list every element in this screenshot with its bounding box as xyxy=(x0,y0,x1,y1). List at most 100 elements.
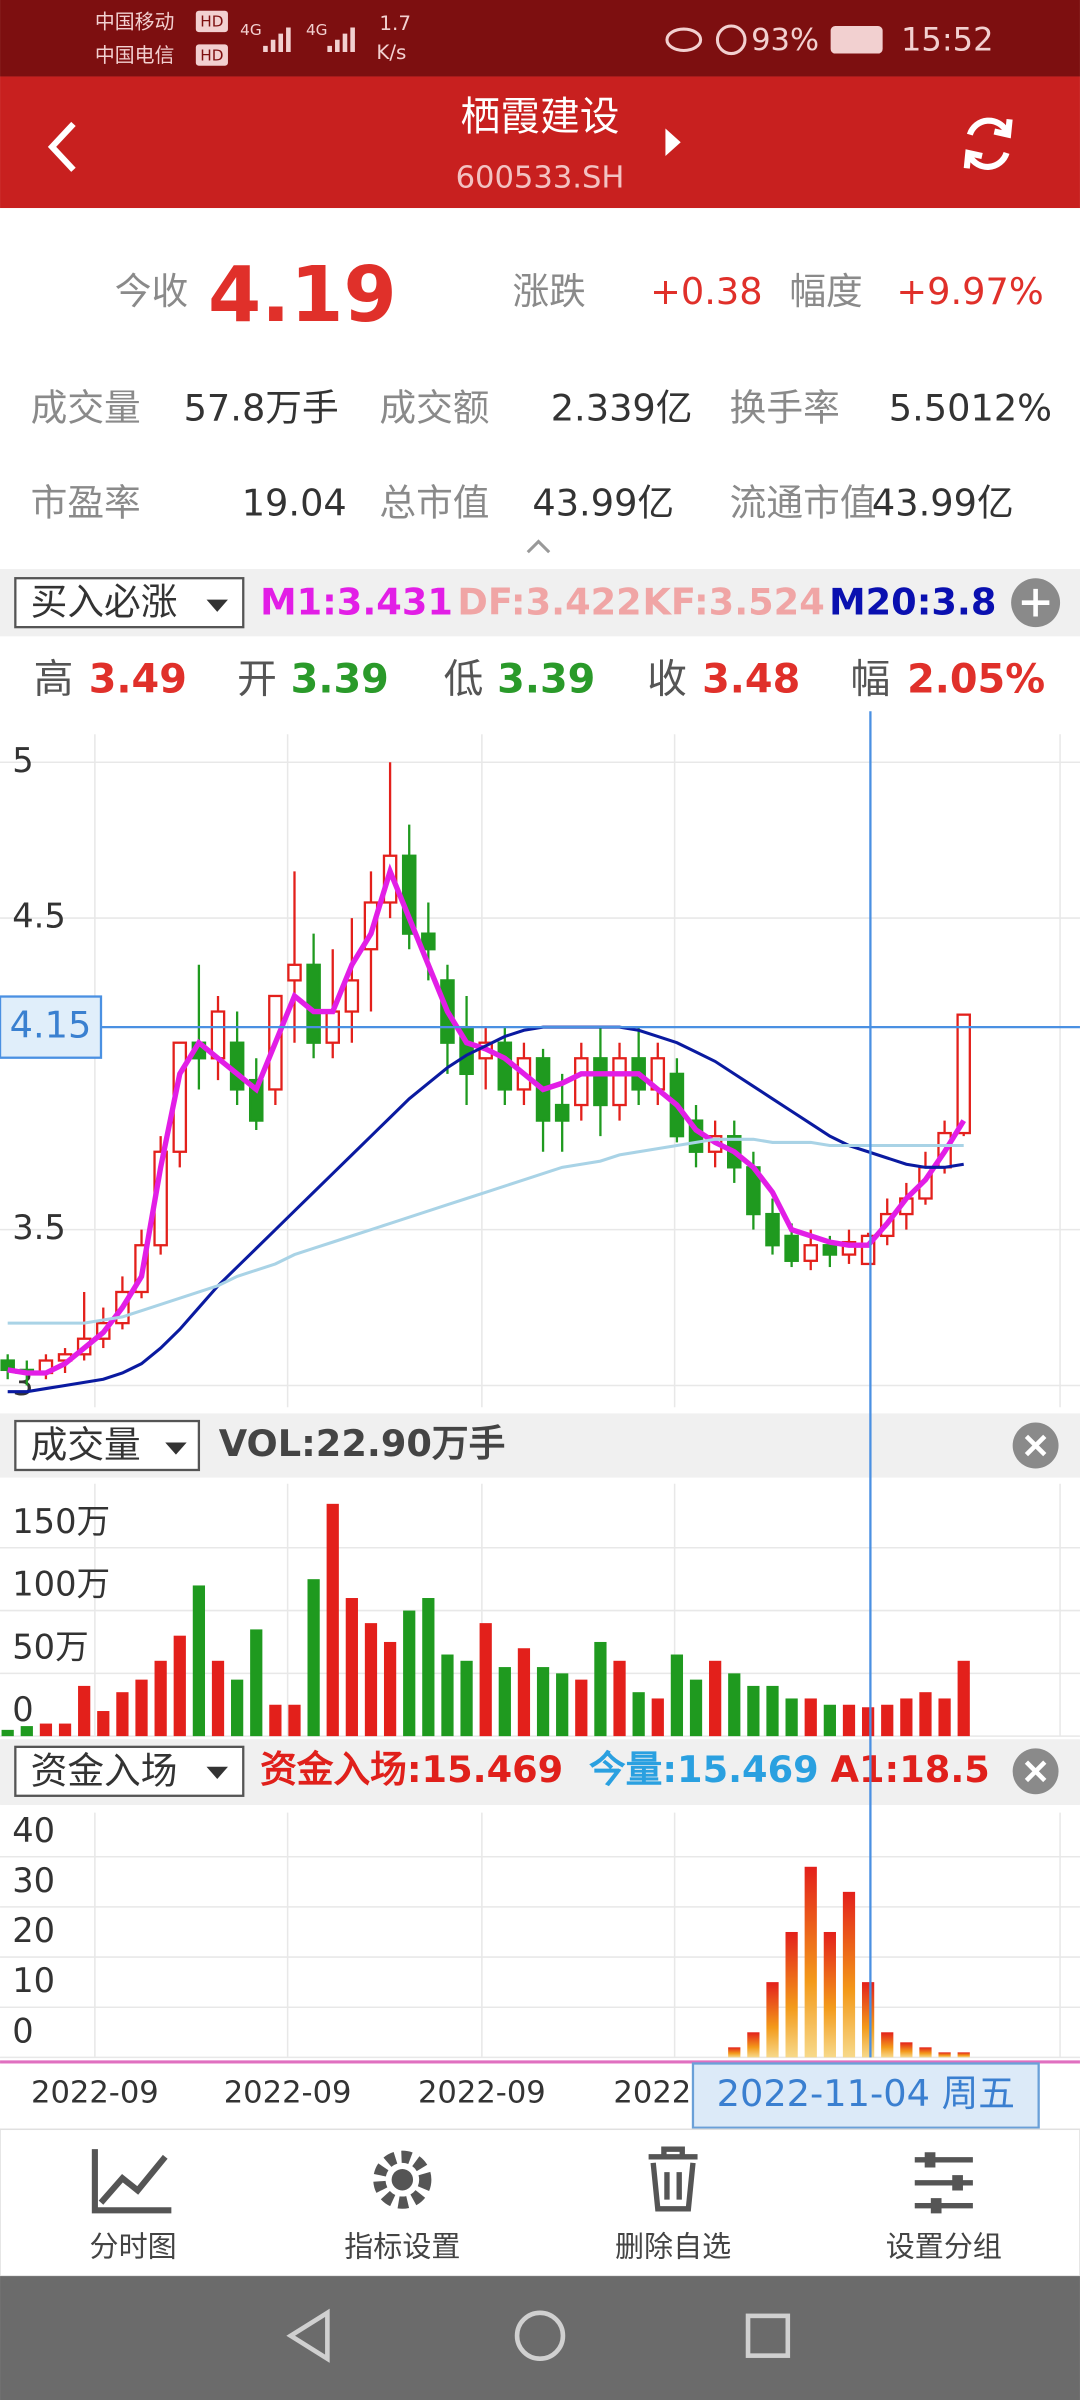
hd: HD xyxy=(200,13,223,31)
bar xyxy=(231,1679,244,1737)
bar xyxy=(116,1692,129,1737)
candle-body xyxy=(956,1013,971,1135)
candle-body xyxy=(612,1057,627,1107)
change-pct: +9.97% xyxy=(896,270,1043,313)
y-tick-label: 20 xyxy=(12,1911,55,1950)
signal xyxy=(327,27,355,53)
bar xyxy=(345,1598,358,1737)
bar xyxy=(403,1610,416,1737)
y-tick-label: 3.5 xyxy=(12,1208,65,1247)
bar xyxy=(689,1679,703,1737)
nav-item[interactable]: 指标设置 xyxy=(344,2150,460,2264)
close-icon xyxy=(1024,1434,1047,1457)
battery-icon xyxy=(830,26,883,54)
bar xyxy=(364,1623,378,1737)
back-button[interactable] xyxy=(47,121,76,172)
nav-label: 设置分组 xyxy=(886,2230,1002,2264)
bar xyxy=(422,1598,435,1737)
bar xyxy=(785,1931,798,2058)
status-bar xyxy=(0,0,1080,77)
indicator-select[interactable] xyxy=(14,577,245,629)
bar xyxy=(919,1692,932,1737)
close-icon xyxy=(1024,1760,1047,1783)
fund-value: A1:18.5 xyxy=(831,1748,990,1791)
candle-body xyxy=(306,963,321,1044)
indicator-name: 买入必涨 xyxy=(31,581,178,624)
bar xyxy=(919,2047,932,2058)
nav-label: 指标设置 xyxy=(344,2230,460,2264)
bar xyxy=(326,1503,339,1737)
bottom-nav xyxy=(0,2128,1080,2277)
ohlc-label: 低 xyxy=(444,657,484,703)
indicator-line xyxy=(7,863,966,1376)
bar xyxy=(709,1660,722,1737)
bar xyxy=(441,1654,454,1737)
ohlc-label: 开 xyxy=(237,657,277,703)
recent-key[interactable] xyxy=(745,2313,791,2358)
home-key[interactable] xyxy=(514,2310,566,2361)
close-price: 4.19 xyxy=(208,251,397,340)
bar xyxy=(173,1635,186,1737)
bar xyxy=(842,1704,856,1737)
y-tick-label: 50万 xyxy=(12,1627,88,1666)
x-tick-label: 2022-09 xyxy=(418,2076,546,2111)
bar xyxy=(900,2042,913,2058)
label: 总市值 xyxy=(379,481,489,524)
x-tick-label: 2022 xyxy=(613,2076,691,2111)
refresh-button[interactable] xyxy=(963,117,1013,170)
y-tick-label: 0 xyxy=(12,1690,33,1729)
gear-center xyxy=(391,2169,414,2191)
bar xyxy=(479,1623,492,1737)
bar xyxy=(517,1648,531,1737)
vertical-grid xyxy=(94,734,1061,2058)
dropdown-arrow xyxy=(206,599,228,612)
title-bar xyxy=(0,76,1080,209)
bar xyxy=(460,1660,473,1737)
indicator-value: M1:3.431 xyxy=(260,581,453,624)
nav-item[interactable]: 分时图 xyxy=(90,2149,177,2264)
bar xyxy=(957,2052,970,2058)
bar xyxy=(536,1667,550,1737)
bar xyxy=(804,1866,817,2058)
next-button[interactable] xyxy=(665,128,681,157)
plus-icon xyxy=(1021,588,1050,617)
label: 今收 xyxy=(115,270,188,313)
crosshair-date-box xyxy=(691,2062,1040,2129)
y-tick-label: 30 xyxy=(12,1861,55,1900)
nav-item[interactable]: 设置分组 xyxy=(886,2152,1002,2264)
candle-body xyxy=(497,1041,513,1091)
candle-body xyxy=(287,963,302,982)
crosshair-date: 2022-11-04 周五 xyxy=(717,2072,1015,2115)
bar xyxy=(747,1685,760,1737)
indicator-line xyxy=(7,1137,964,1325)
carrier: 中国移动 xyxy=(95,10,175,33)
stock-name: 栖霞建设 xyxy=(460,94,619,140)
label: 市盈率 xyxy=(31,481,141,524)
indicator-value: KF:3.524 xyxy=(642,581,824,624)
volume-name: 成交量 xyxy=(31,1424,141,1467)
collapse-caret[interactable] xyxy=(526,539,551,554)
bar xyxy=(881,2032,894,2058)
bar xyxy=(938,2052,951,2058)
ohlc-label: 收 xyxy=(647,657,687,703)
sliders-icon xyxy=(914,2157,973,2209)
fund-select[interactable] xyxy=(14,1745,245,1797)
indicator-value: DF:3.422 xyxy=(457,581,641,624)
bar xyxy=(766,1685,779,1737)
bar xyxy=(250,1629,263,1737)
candle-body xyxy=(803,1244,819,1262)
y-tick-label: 100万 xyxy=(12,1565,110,1604)
back-key[interactable] xyxy=(286,2308,330,2363)
bar xyxy=(957,1660,970,1737)
hd: HD xyxy=(200,46,223,64)
nav-item[interactable]: 删除自选 xyxy=(615,2146,731,2264)
candle-body xyxy=(784,1234,799,1262)
bar xyxy=(20,1726,33,1737)
network: 4G xyxy=(240,21,262,39)
bar xyxy=(785,1698,798,1737)
bar xyxy=(97,1711,110,1737)
y-tick-label: 150万 xyxy=(12,1502,110,1541)
bar xyxy=(861,1982,875,2058)
